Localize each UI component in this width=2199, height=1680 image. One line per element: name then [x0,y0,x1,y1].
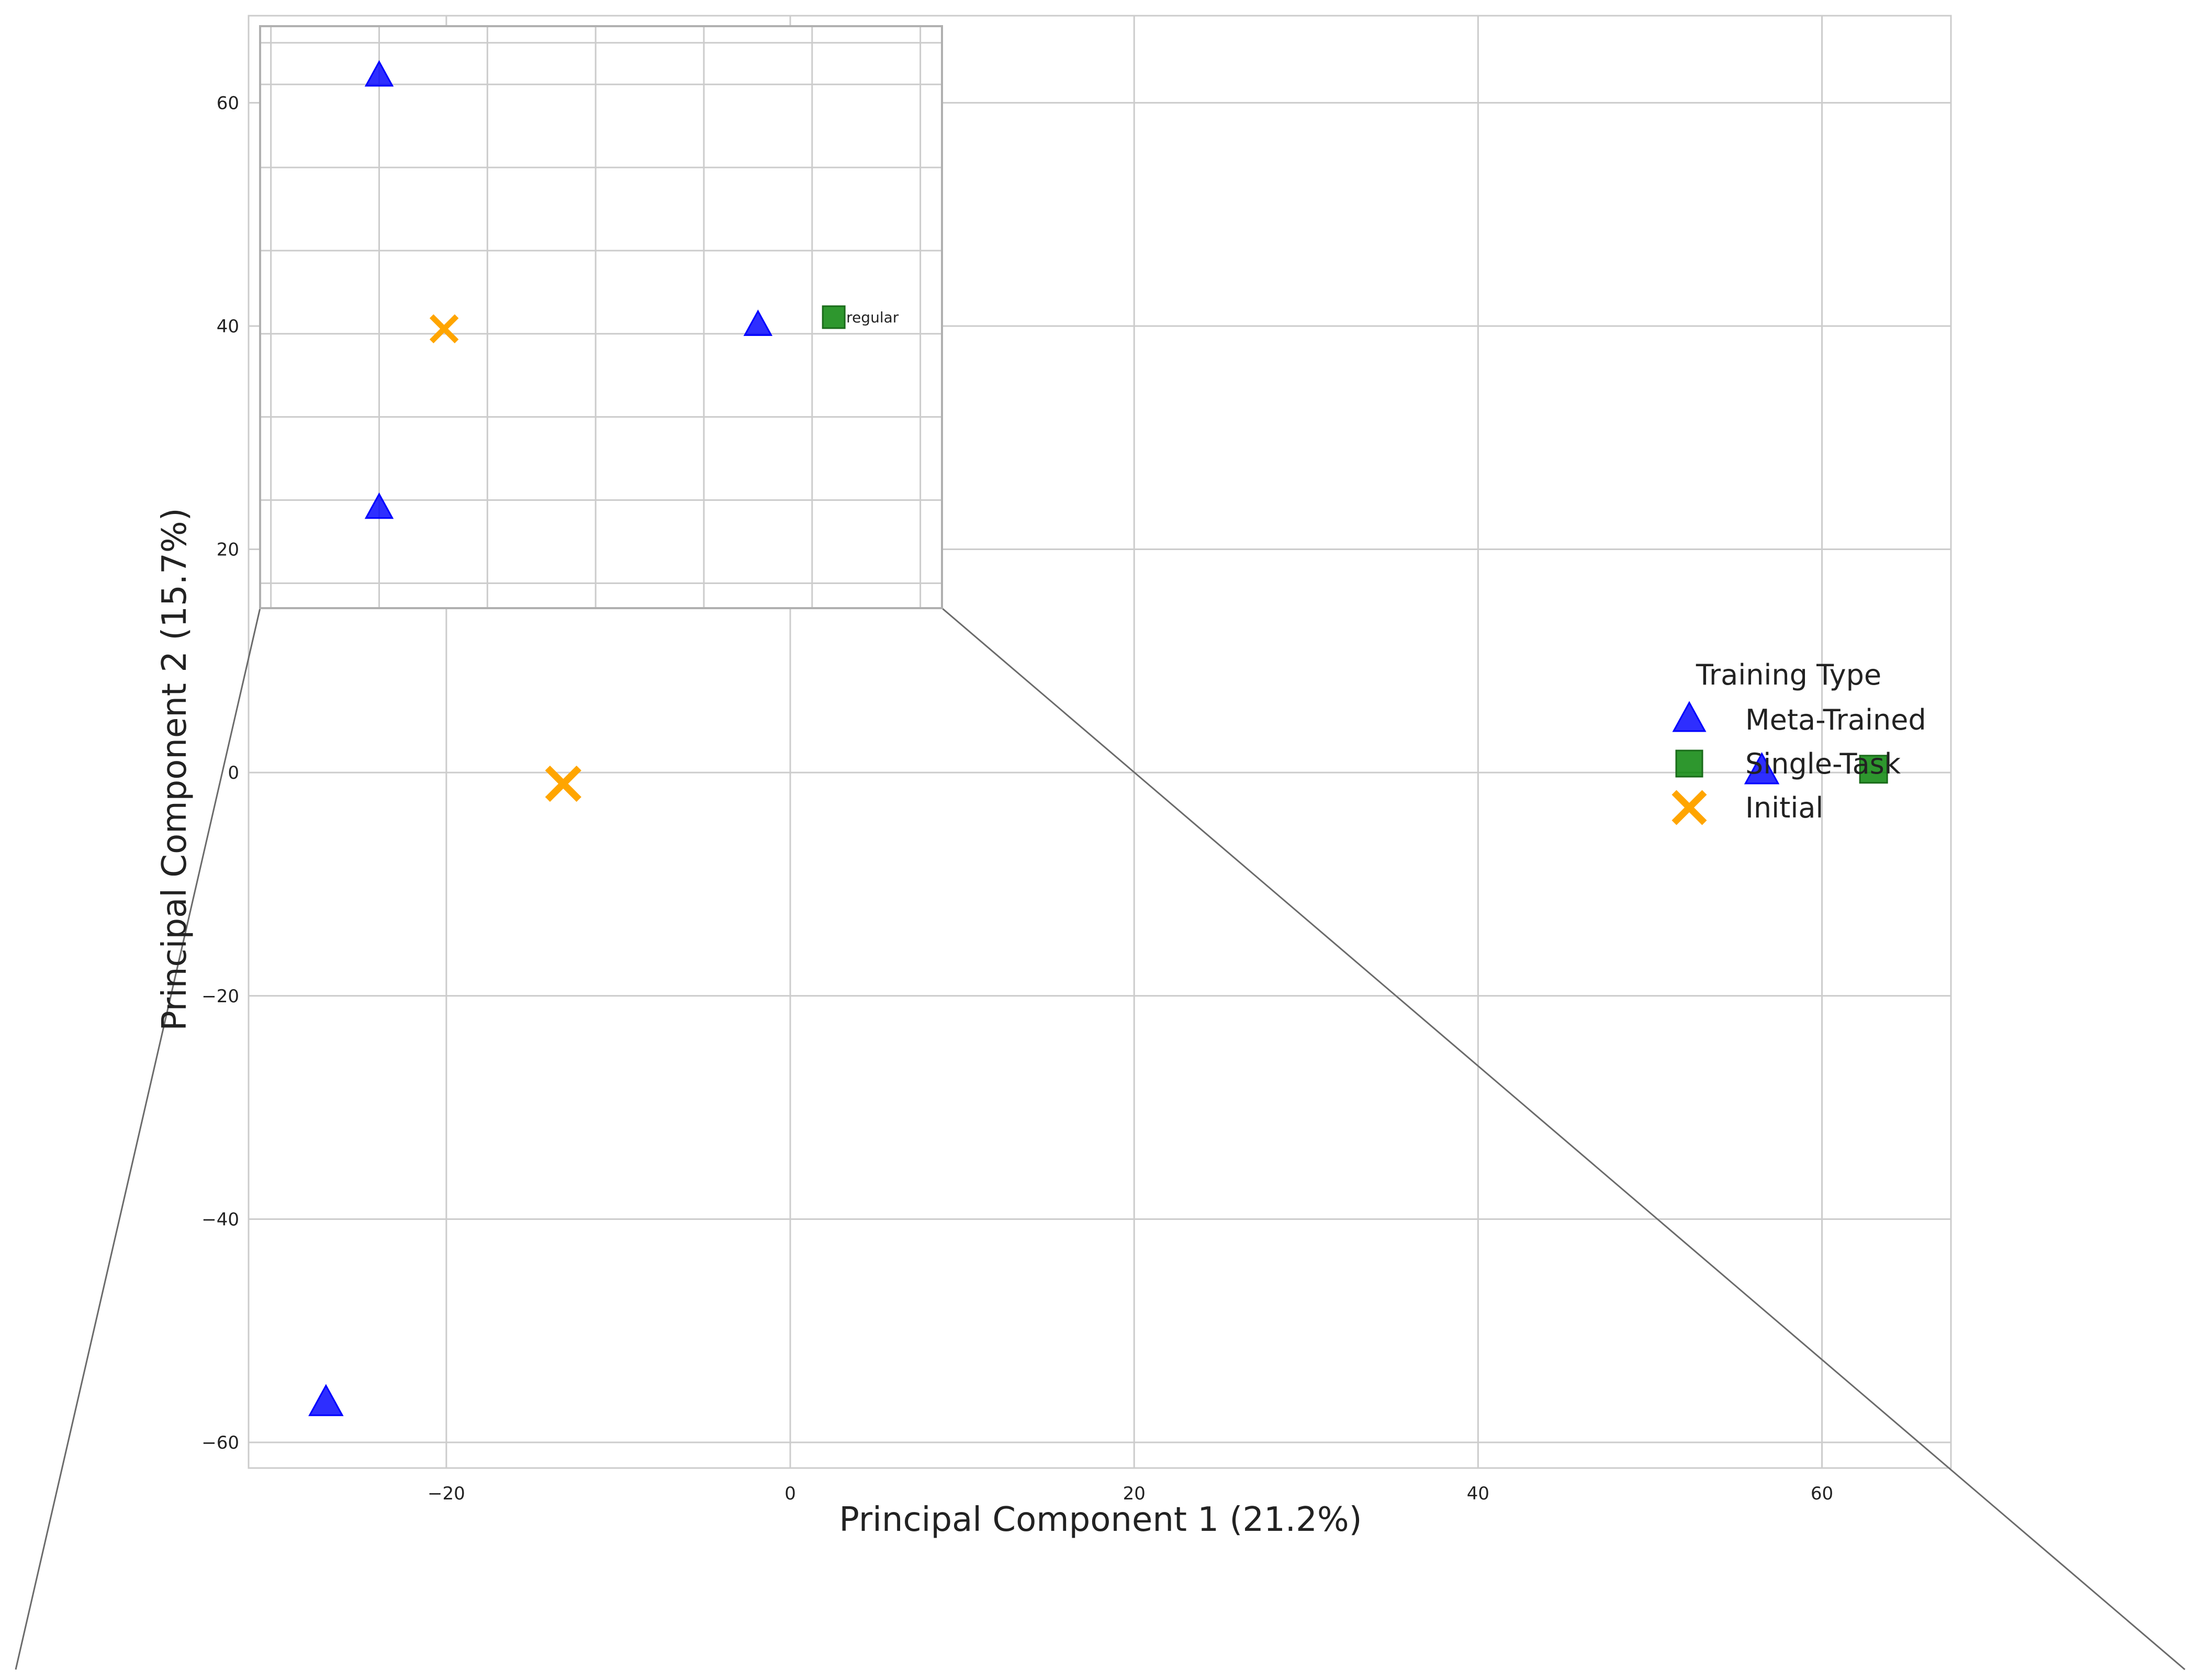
inset-connector-lines [15,607,2185,1671]
legend-marker-initial [1671,790,1707,825]
y-tick-label: 0 [228,763,239,783]
inset-triangle-point-meta-trained [364,60,394,87]
legend-label: Meta-Trained [1745,703,1926,736]
inset-square-point-single-task [822,305,846,329]
legend-marker-single-task [1675,749,1703,778]
x-tick-labels: −20 0 20 40 60 [428,1483,1833,1504]
x-tick-label: 0 [784,1483,796,1504]
x-tick-label: 20 [1123,1483,1146,1504]
triangle-point-meta-trained [1744,752,1780,785]
x-axis-label: Principal Component 1 (21.2%) [839,1500,1362,1539]
legend-label: Initial [1745,791,1823,824]
x-point-initial [545,765,581,802]
inset-point-annotation: regular [846,309,899,326]
y-axis-label: Principal Component 2 (15.7%) [155,508,194,1031]
inset-frame [259,25,943,609]
y-tick-labels: −60 −40 −20 0 20 40 60 [201,93,239,1453]
main-plot-frame [248,15,1952,1469]
y-tick-label: −40 [201,1209,239,1230]
legend-marker-meta-trained [1672,701,1707,732]
zoom-inset: regular [259,25,943,609]
legend: Training Type Meta-Trained Single-Task Ini… [1671,658,1926,825]
y-tick-label: −20 [201,986,239,1007]
x-tick-label: −20 [428,1483,465,1504]
square-point-single-task [1859,755,1888,784]
inset-triangle-point-meta-trained [364,492,394,519]
triangle-point-meta-trained [308,1384,344,1416]
x-tick-label: 60 [1811,1483,1833,1504]
y-tick-label: 40 [217,316,239,337]
y-tick-label: 20 [217,540,239,561]
y-tick-label: −60 [201,1432,239,1453]
inset-connector-right [941,607,2185,1671]
legend-title: Training Type [1696,658,1881,691]
main-data-points [308,752,1888,1416]
x-tick-label: 40 [1467,1483,1489,1504]
y-tick-label: 60 [217,93,239,114]
inset-x-point-initial [429,314,459,343]
inset-connector-left [15,608,261,1670]
inset-triangle-point-meta-trained [743,309,773,336]
legend-label: Single-Task [1745,747,1901,780]
